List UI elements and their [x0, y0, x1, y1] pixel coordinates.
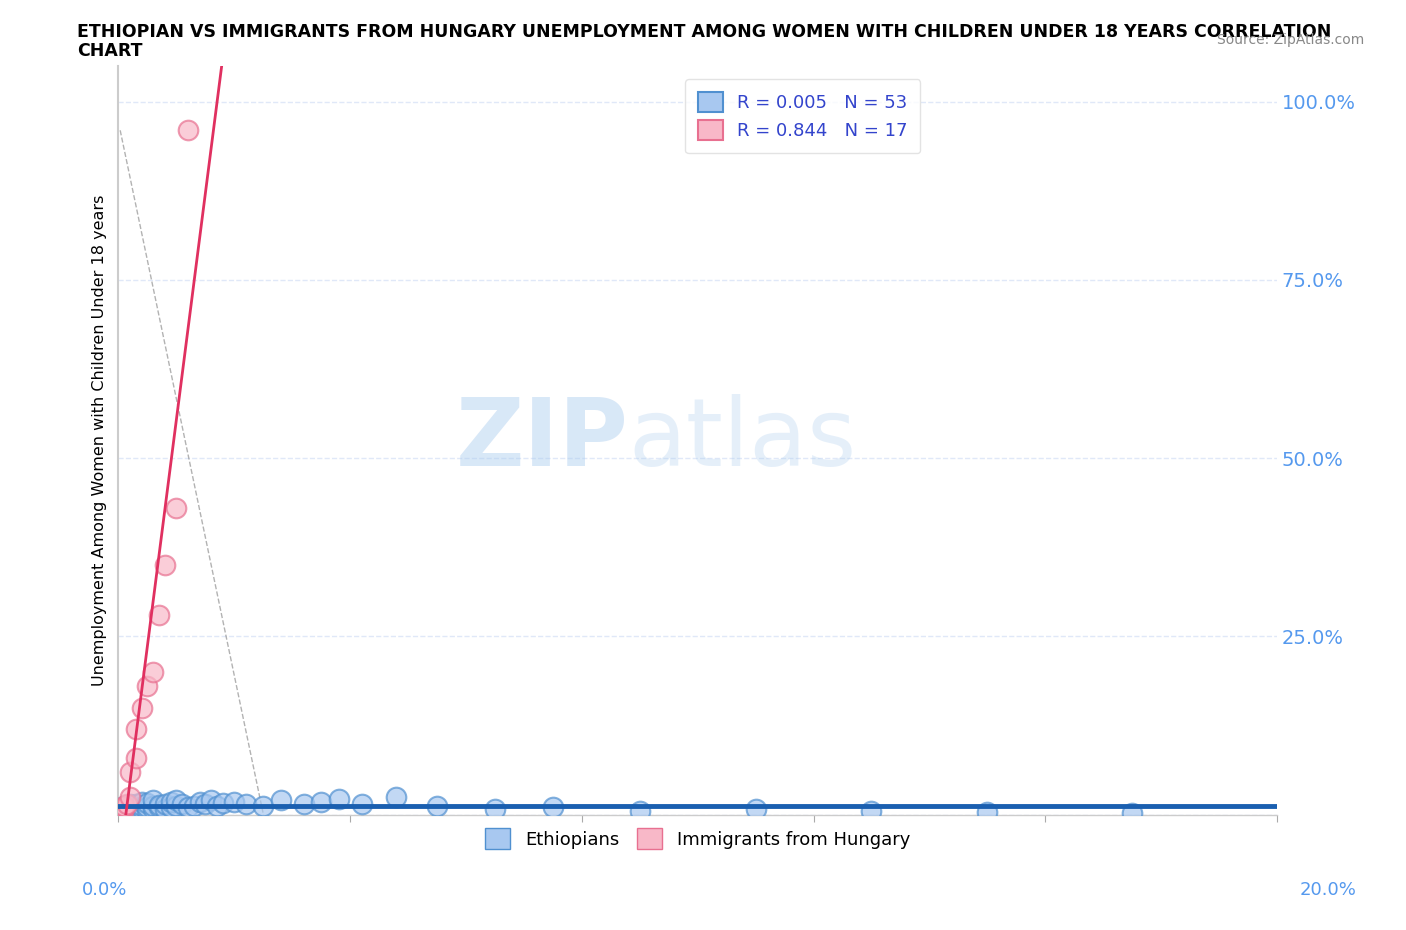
Point — [148, 800, 170, 815]
Point — [142, 665, 165, 680]
Point — [136, 796, 159, 811]
Point — [328, 791, 350, 806]
Legend: Ethiopians, Immigrants from Hungary: Ethiopians, Immigrants from Hungary — [472, 816, 922, 861]
Point — [235, 796, 257, 811]
Text: Source: ZipAtlas.com: Source: ZipAtlas.com — [1216, 33, 1364, 46]
Point — [188, 794, 211, 809]
Point — [148, 797, 170, 812]
Point — [131, 700, 153, 715]
Point — [131, 799, 153, 814]
Point — [385, 790, 408, 804]
Text: ZIP: ZIP — [456, 394, 628, 486]
Point — [860, 804, 883, 818]
Point — [1121, 805, 1143, 820]
Point — [177, 800, 200, 815]
Text: CHART: CHART — [77, 42, 143, 60]
Point — [252, 799, 274, 814]
Point — [112, 800, 135, 815]
Point — [142, 802, 165, 817]
Point — [153, 796, 176, 811]
Point — [183, 799, 205, 814]
Point — [131, 794, 153, 809]
Point — [115, 796, 138, 811]
Point — [159, 794, 181, 809]
Point — [125, 804, 148, 818]
Point — [118, 764, 141, 779]
Text: 20.0%: 20.0% — [1301, 881, 1357, 898]
Point — [125, 751, 148, 765]
Point — [142, 793, 165, 808]
Point — [136, 803, 159, 817]
Point — [211, 796, 233, 811]
Point — [224, 794, 246, 809]
Point — [350, 796, 373, 811]
Point — [136, 800, 159, 815]
Point — [153, 558, 176, 573]
Point — [153, 802, 176, 817]
Point — [205, 799, 228, 814]
Point — [165, 793, 187, 808]
Point — [165, 799, 187, 814]
Y-axis label: Unemployment Among Women with Children Under 18 years: Unemployment Among Women with Children U… — [93, 194, 107, 686]
Point — [115, 803, 138, 817]
Point — [172, 796, 194, 811]
Point — [131, 802, 153, 817]
Point — [136, 679, 159, 694]
Point — [148, 607, 170, 622]
Point — [484, 802, 506, 817]
Point — [112, 800, 135, 815]
Point — [118, 796, 141, 811]
Point — [125, 800, 148, 815]
Point — [541, 800, 564, 815]
Point — [142, 799, 165, 814]
Point — [112, 804, 135, 818]
Point — [125, 722, 148, 737]
Point — [426, 799, 449, 814]
Point — [309, 794, 332, 809]
Point — [200, 793, 222, 808]
Point — [177, 123, 200, 138]
Point — [110, 804, 132, 818]
Point — [112, 802, 135, 817]
Point — [118, 790, 141, 804]
Point — [165, 500, 187, 515]
Point — [112, 799, 135, 814]
Point — [159, 800, 181, 815]
Point — [976, 805, 998, 820]
Point — [628, 804, 651, 818]
Text: ETHIOPIAN VS IMMIGRANTS FROM HUNGARY UNEMPLOYMENT AMONG WOMEN WITH CHILDREN UNDE: ETHIOPIAN VS IMMIGRANTS FROM HUNGARY UNE… — [77, 23, 1331, 41]
Point — [110, 804, 132, 818]
Point — [125, 796, 148, 811]
Text: atlas: atlas — [628, 394, 856, 486]
Point — [118, 802, 141, 817]
Point — [194, 796, 217, 811]
Point — [118, 800, 141, 815]
Point — [112, 799, 135, 814]
Point — [744, 802, 766, 817]
Point — [270, 793, 292, 808]
Point — [108, 805, 131, 820]
Point — [292, 796, 315, 811]
Text: 0.0%: 0.0% — [82, 881, 127, 898]
